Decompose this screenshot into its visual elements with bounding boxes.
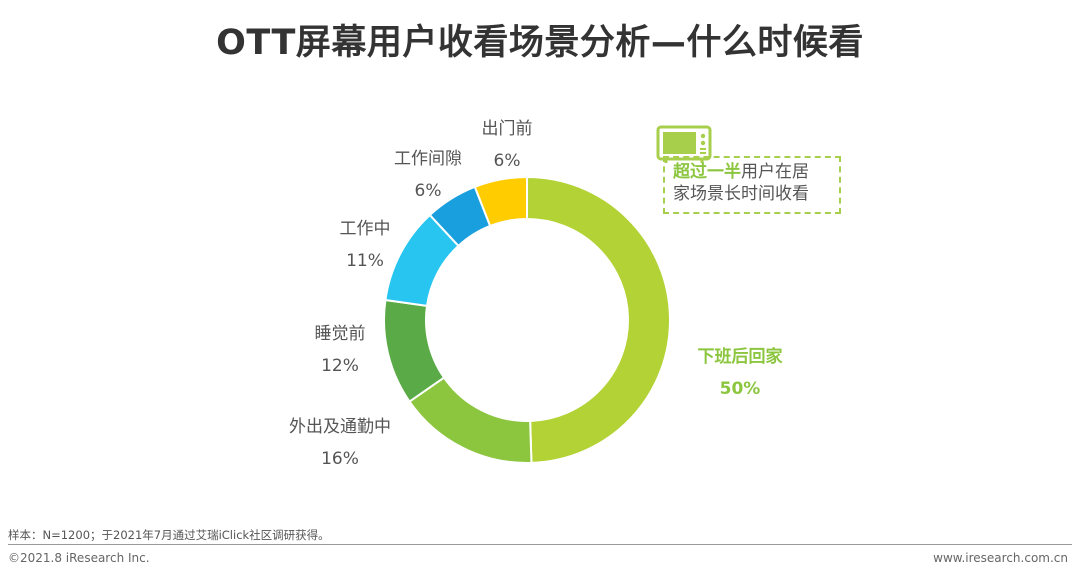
slice-category-label: 工作中 xyxy=(340,219,391,239)
website: www.iresearch.com.cn xyxy=(933,551,1068,565)
slice-value-label: 11% xyxy=(346,251,384,271)
callout-text-2: 家场景长时间收看 xyxy=(673,184,809,204)
copyright: ©2021.8 iResearch Inc. xyxy=(8,551,150,565)
tv-icon xyxy=(656,125,712,163)
donut-slice xyxy=(526,175,671,464)
slice-category-label: 出门前 xyxy=(482,119,533,139)
slice-value-label: 12% xyxy=(321,356,359,376)
donut-slice xyxy=(473,175,528,228)
donut-slice xyxy=(408,376,533,464)
slice-category-label: 睡觉前 xyxy=(315,324,366,344)
slice-category-label: 工作间隙 xyxy=(394,149,462,169)
slice-category-label: 下班后回家 xyxy=(698,346,783,367)
slice-value-label: 6% xyxy=(415,181,442,201)
slice-value-label: 16% xyxy=(321,449,359,469)
footnote: 样本：N=1200；于2021年7月通过艾瑞iClick社区调研获得。 xyxy=(8,528,330,542)
footer-divider xyxy=(8,544,1072,545)
slice-value-label: 50% xyxy=(720,379,761,399)
slice-category-label: 外出及通勤中 xyxy=(289,417,391,437)
callout-highlight: 超过一半 xyxy=(673,162,741,182)
page-title: OTT屏幕用户收看场景分析—什么时候看 xyxy=(216,23,864,63)
slice-value-label: 6% xyxy=(494,151,521,171)
callout-box: 超过一半用户在居 家场景长时间收看 xyxy=(663,156,841,214)
callout-text-1: 用户在居 xyxy=(741,162,809,182)
